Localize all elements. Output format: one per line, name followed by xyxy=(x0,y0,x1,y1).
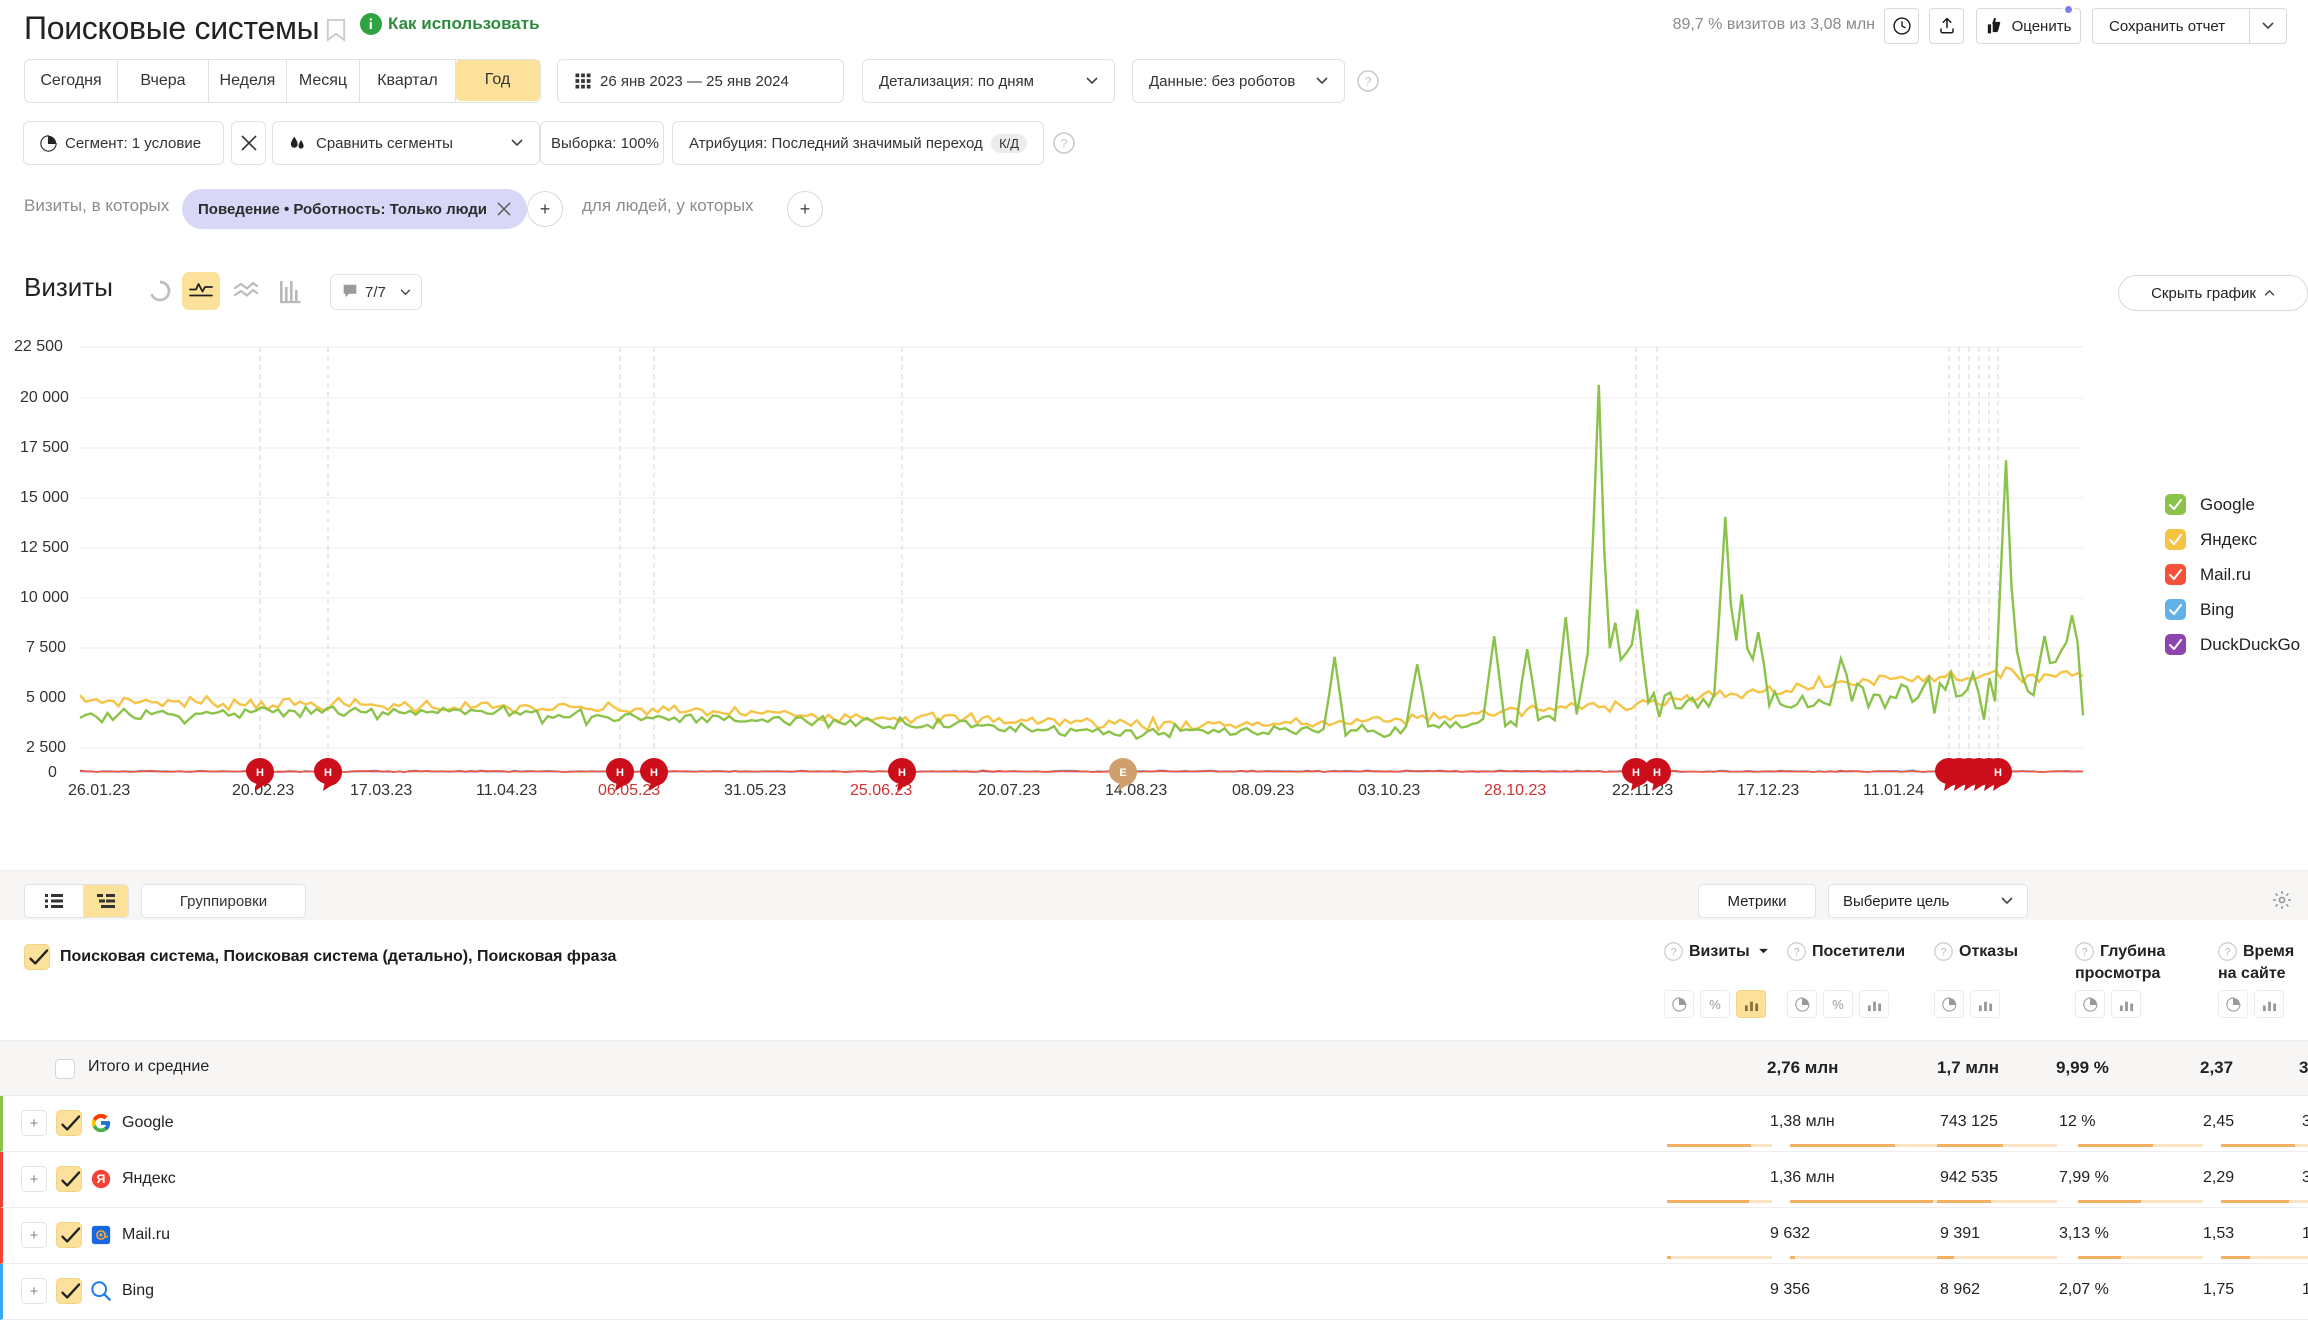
svg-text:E: E xyxy=(1119,767,1126,779)
svg-text:H: H xyxy=(898,767,906,779)
svg-text:H: H xyxy=(256,767,264,779)
svg-text:H: H xyxy=(650,767,658,779)
svg-text:H: H xyxy=(1994,767,2002,779)
svg-text:?: ? xyxy=(1940,947,1946,959)
svg-text:Я: Я xyxy=(97,1172,106,1186)
svg-text:H: H xyxy=(324,767,332,779)
svg-text:H: H xyxy=(1653,767,1661,779)
svg-text:H: H xyxy=(616,767,624,779)
svg-text:?: ? xyxy=(2081,947,2087,959)
svg-text:?: ? xyxy=(2224,947,2230,959)
svg-text:?: ? xyxy=(1793,947,1799,959)
svg-text:?: ? xyxy=(1670,947,1676,959)
svg-text:H: H xyxy=(1632,767,1640,779)
